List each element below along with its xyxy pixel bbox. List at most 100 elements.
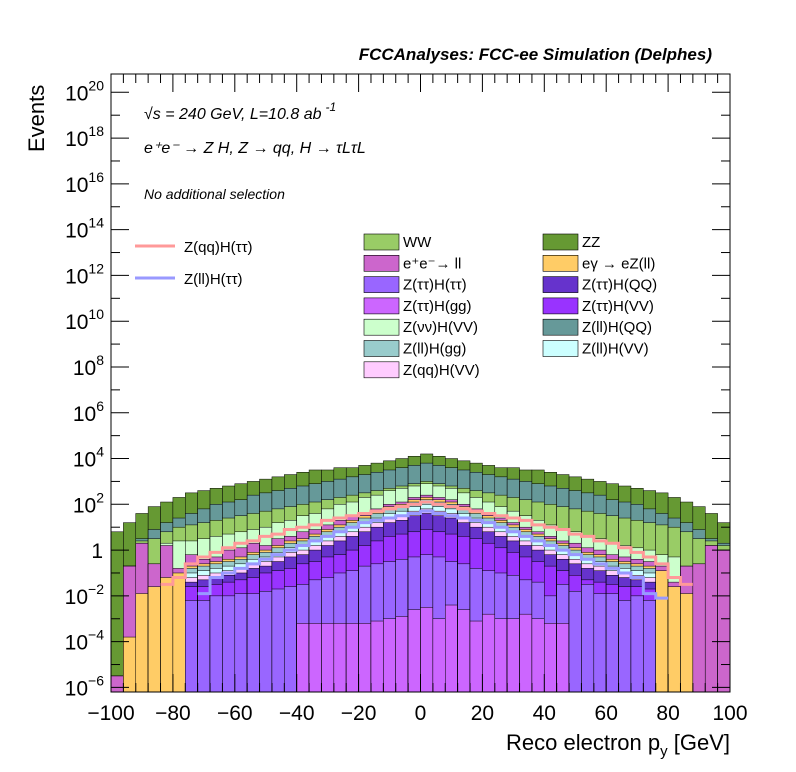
y-tick-label: 10−4 — [65, 627, 105, 655]
y-tick-label: 1016 — [65, 169, 104, 197]
y-tick-label: 106 — [73, 398, 104, 426]
bar-Ztautau_Hgg-15 — [296, 623, 310, 693]
x-tick-label: −100 — [87, 702, 134, 725]
bar-Ztautau_Hgg-18 — [333, 623, 347, 693]
x-axis-label: Reco electron py [GeV] — [506, 730, 730, 760]
y-tick-label: 102 — [73, 489, 104, 517]
legend-label-Ztautau_HQQ: Z(ττ)H(QQ) — [582, 277, 657, 294]
bar-Ztautau_Hgg-29 — [469, 620, 483, 693]
legend-label-WW: WW — [403, 234, 432, 251]
legend-swatch-ee_ll — [363, 255, 400, 272]
bar-Ztautau_Htautau-13 — [271, 588, 285, 693]
bar-Ztautau_Hgg-19 — [345, 623, 359, 693]
x-tick-label: 100 — [712, 702, 747, 725]
bar-Ztautau_Hgg-26 — [432, 618, 446, 693]
legend-swatch-Ztautau_HVV — [542, 297, 579, 315]
y-tick-labels: 10−6 10−4 10−2 1 102 104 106 108 1010 1012 1014 101… — [65, 77, 105, 700]
bar-Ztautau_Htautau-41 — [618, 600, 632, 693]
legend-label-sig_ll: Z(ll)H(ττ) — [184, 271, 243, 288]
x-tick-label: −20 — [341, 702, 377, 725]
bar-Ztautau_Htautau-11 — [246, 593, 260, 693]
bar-ee_ll-47 — [692, 563, 706, 693]
signal-lines — [160, 500, 693, 600]
x-tick-label: 40 — [533, 702, 556, 725]
bar-Ztautau_Hgg-30 — [482, 613, 496, 693]
bar-Ztautau_Hgg-34 — [531, 618, 545, 693]
y-tick-label: 1020 — [65, 77, 104, 105]
bar-Ztautau_Htautau-40 — [605, 593, 619, 693]
y-axis-label: Events — [24, 85, 49, 152]
chart-title: FCCAnalyses: FCC-ee Simulation (Delphes) — [359, 45, 713, 64]
bar-Ztautau_Htautau-42 — [630, 595, 644, 693]
y-tick-label: 1018 — [65, 123, 104, 151]
bar-Ztautau_Hgg-23 — [395, 616, 409, 693]
legend-label-sig_qq: Z(qq)H(ττ) — [184, 239, 253, 256]
legend-label-Znunu_HVV: Z(νν)H(VV) — [403, 319, 478, 336]
legend-swatch-Zqq_HVV — [363, 361, 400, 379]
bar-egamma-4 — [160, 577, 174, 693]
y-tick-label: 1010 — [65, 306, 104, 334]
legend-backgrounds: WW ZZ e⁺e⁻→ ll eγ → eZ(ll) Z(ττ)H(ττ) Z(ττ)H(… — [363, 233, 657, 379]
bar-egamma-5 — [172, 572, 186, 693]
y-tick-label: 104 — [73, 444, 104, 472]
bar-Ztautau_Hgg-16 — [308, 623, 322, 693]
y-tick-label: 1014 — [65, 215, 104, 243]
bar-Ztautau_Hgg-25 — [420, 607, 434, 693]
legend-swatch-Zll_Hgg — [363, 340, 400, 357]
bar-Ztautau_Hgg-35 — [544, 623, 557, 693]
bar-ee_ll-0 — [110, 675, 124, 693]
y-tick-label: 1012 — [65, 260, 104, 288]
bar-Ztautau_Hgg-28 — [457, 609, 471, 693]
line-sig_ll — [197, 509, 669, 600]
bar-egamma-1 — [123, 636, 137, 693]
legend-swatch-Zll_HVV — [542, 340, 579, 357]
line-sig_qq — [160, 500, 693, 586]
x-tick-label: 80 — [656, 702, 679, 725]
legend-label-ZZ: ZZ — [582, 234, 600, 251]
x-tick-label: 20 — [471, 702, 494, 725]
energy-lumi-label: √s = 240 GeV, L=10.8 ab -1 — [144, 100, 336, 123]
x-tick-label: 0 — [415, 702, 427, 725]
bar-Ztautau_Htautau-12 — [259, 591, 273, 693]
process-label: e⁺e⁻ → Z H, Z → qq, H → τLτL — [144, 140, 366, 157]
bar-ZZ-0 — [110, 531, 124, 693]
legend-label-egamma: eγ → eZ(ll) — [582, 255, 655, 272]
bar-Ztautau_Hgg-20 — [358, 623, 372, 693]
bar-egamma-3 — [147, 586, 161, 693]
bar-Ztautau_Hgg-33 — [519, 613, 533, 693]
axis-ticks — [110, 74, 731, 692]
bar-Ztautau_Htautau-6 — [185, 600, 198, 693]
legend-swatch-Ztautau_Hgg — [363, 297, 400, 315]
legend-swatch-Zll_HQQ — [542, 318, 579, 336]
legend-label-ee_ll: e⁺e⁻→ ll — [403, 255, 461, 272]
bar-Ztautau_Hgg-24 — [407, 609, 421, 693]
x-tick-labels: −100 −80 −60 −40 −20 0 20 40 60 80 100 — [87, 702, 747, 725]
bar-Ztautau_Htautau-43 — [643, 600, 656, 693]
bar-Ztautau_Htautau-39 — [593, 593, 607, 693]
legend-swatch-ZZ — [542, 233, 579, 251]
legend-label-Ztautau_Htautau: Z(ττ)H(ττ) — [403, 277, 467, 294]
bar-ee_ll-49 — [717, 549, 731, 693]
bar-Ztautau_Htautau-9 — [222, 595, 236, 693]
bar-Ztautau_Hgg-22 — [383, 618, 396, 693]
x-tick-label: −60 — [217, 702, 253, 725]
legend-signals: Z(qq)H(ττ) Z(ll)H(ττ) — [135, 239, 253, 288]
legend-label-Zll_HVV: Z(ll)H(VV) — [582, 341, 649, 358]
legend-label-Ztautau_HVV: Z(ττ)H(VV) — [582, 298, 654, 315]
bar-egamma-2 — [135, 593, 149, 693]
selection-label: No additional selection — [144, 186, 285, 202]
legend-swatch-Znunu_HVV — [363, 318, 400, 336]
bar-Ztautau_Htautau-8 — [209, 595, 223, 693]
x-tick-label: −80 — [155, 702, 191, 725]
legend-swatch-WW — [363, 233, 400, 251]
legend-swatch-Ztautau_Htautau — [363, 276, 400, 293]
bar-egamma-45 — [667, 586, 681, 693]
bar-Ztautau_Hgg-31 — [494, 618, 508, 693]
bar-Ztautau_Htautau-10 — [234, 593, 248, 693]
legend-label-Zqq_HVV: Z(qq)H(VV) — [403, 362, 480, 379]
bar-Ztautau_Htautau-7 — [197, 600, 211, 693]
histogram-stack — [110, 453, 731, 693]
bar-Ztautau_Htautau-37 — [568, 591, 582, 693]
y-tick-label: 1 — [91, 540, 103, 563]
